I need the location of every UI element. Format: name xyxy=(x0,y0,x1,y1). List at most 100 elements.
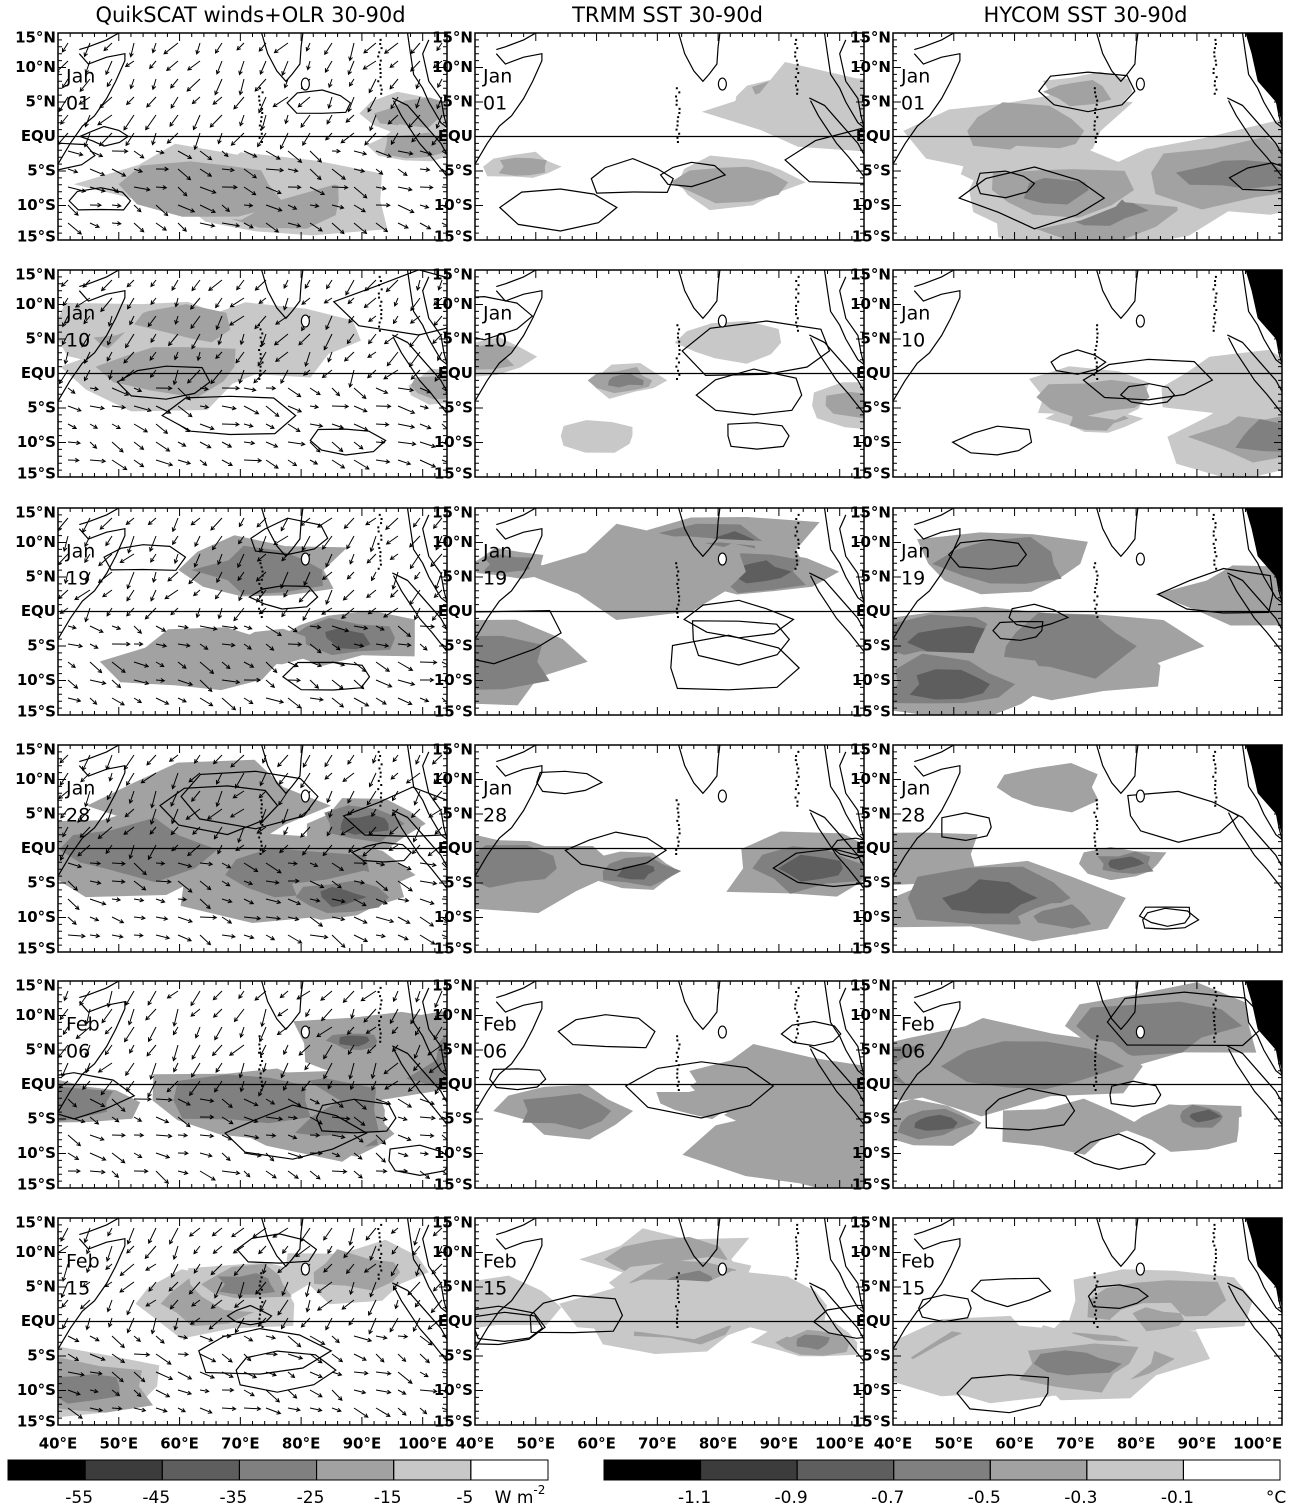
lat-label: 10°S xyxy=(852,1144,891,1162)
map-panel: Jan1915°N10°N5°NEQU5°S10°S15°S xyxy=(827,501,1296,720)
lat-label: EQU xyxy=(438,1075,473,1093)
lat-label: 5°N xyxy=(26,1278,57,1296)
lon-label: 80°E xyxy=(282,1435,321,1453)
lat-label: 10°N xyxy=(15,58,56,76)
lon-label: 60°E xyxy=(160,1435,199,1453)
colorbar-box xyxy=(894,1460,991,1480)
lat-label: 5°N xyxy=(443,1278,474,1296)
lat-label: 5°N xyxy=(443,330,474,348)
panel-month: Jan xyxy=(900,66,930,88)
colorbar-box xyxy=(394,1460,471,1480)
coastline xyxy=(914,1218,954,1235)
island xyxy=(301,78,309,90)
lat-label: 15°N xyxy=(850,266,891,284)
colorbar-label: -5 xyxy=(456,1488,473,1508)
contour-line xyxy=(728,423,789,449)
colorbar-label: -55 xyxy=(65,1488,93,1508)
lat-label: 15°N xyxy=(432,1214,473,1232)
coastline xyxy=(496,1218,536,1235)
contour-line xyxy=(287,90,350,113)
colorbar-label: -45 xyxy=(142,1488,170,1508)
contour-line xyxy=(310,429,385,455)
panel-month: Jan xyxy=(482,541,512,563)
lat-label: 10°S xyxy=(852,1381,891,1399)
lat-label: 10°S xyxy=(852,433,891,451)
lat-label: 5°S xyxy=(444,637,473,655)
lat-label: 5°N xyxy=(443,805,474,823)
lat-label: 5°S xyxy=(862,162,891,180)
island xyxy=(1136,553,1144,565)
panel-month: Jan xyxy=(900,303,930,325)
coastline xyxy=(1097,1218,1138,1266)
lon-label: 50°E xyxy=(934,1435,973,1453)
lat-label: 10°S xyxy=(434,908,473,926)
panel-month: Jan xyxy=(900,778,930,800)
lat-label: 5°N xyxy=(26,568,57,586)
lat-label: 10°S xyxy=(434,1144,473,1162)
island xyxy=(718,790,726,802)
lat-label: 5°S xyxy=(862,399,891,417)
lat-label: 10°S xyxy=(434,671,473,689)
shaded-region xyxy=(656,1086,736,1119)
lat-label: 10°S xyxy=(17,433,56,451)
map-panel: Jan2815°N10°N5°NEQU5°S10°S15°S xyxy=(15,738,467,957)
lat-label: 15°N xyxy=(15,977,56,995)
coastline xyxy=(1097,745,1138,793)
coastline xyxy=(1097,508,1138,556)
panel-day: 19 xyxy=(483,568,507,590)
lat-label: EQU xyxy=(856,839,891,857)
lat-label: 10°S xyxy=(17,196,56,214)
coastline xyxy=(79,270,119,287)
lat-label: 15°N xyxy=(432,741,473,759)
island xyxy=(1136,315,1144,327)
lat-label: 10°N xyxy=(850,58,891,76)
map-content xyxy=(843,738,1293,941)
lat-label: 15°S xyxy=(852,1413,891,1431)
panel-month: Jan xyxy=(65,778,95,800)
lon-label: 90°E xyxy=(1178,1435,1217,1453)
lon-label: 50°E xyxy=(99,1435,138,1453)
panel-month: Feb xyxy=(901,1014,935,1036)
panel-month: Jan xyxy=(65,303,95,325)
lat-label: 5°S xyxy=(444,874,473,892)
island xyxy=(718,315,726,327)
lon-label: 80°E xyxy=(1117,1435,1156,1453)
coastline xyxy=(79,981,119,998)
panel-month: Jan xyxy=(482,778,512,800)
panel-month: Feb xyxy=(483,1014,517,1036)
map-content xyxy=(20,26,468,235)
lat-label: 15°N xyxy=(432,977,473,995)
map-panel: Jan2815°N10°N5°NEQU5°S10°S15°S xyxy=(843,738,1293,957)
unit-text: W m xyxy=(495,1488,534,1508)
lat-label: EQU xyxy=(438,1312,473,1330)
lat-label: 5°N xyxy=(26,93,57,111)
contour-line xyxy=(693,621,790,665)
shaded-region xyxy=(561,420,633,453)
unit-exponent: -2 xyxy=(533,1483,545,1497)
lat-label: 10°N xyxy=(15,295,56,313)
lat-label: 15°N xyxy=(15,1214,56,1232)
coastline xyxy=(679,981,720,1029)
coastline xyxy=(496,33,536,50)
lon-label: 40°E xyxy=(456,1435,495,1453)
lat-label: 15°N xyxy=(15,266,56,284)
lat-label: 5°S xyxy=(862,1347,891,1365)
lat-label: 5°S xyxy=(27,162,56,180)
lat-label: 15°N xyxy=(432,29,473,47)
lat-label: 5°N xyxy=(861,568,892,586)
lat-label: 5°N xyxy=(26,1041,57,1059)
island xyxy=(1136,790,1144,802)
panel-day: 28 xyxy=(66,805,90,827)
lat-label: 10°S xyxy=(434,196,473,214)
lat-label: 10°N xyxy=(850,295,891,313)
coastline xyxy=(914,745,954,762)
colorbar-box xyxy=(604,1460,701,1480)
lat-label: 10°S xyxy=(434,433,473,451)
lat-label: 15°S xyxy=(434,940,473,958)
panel-month: Jan xyxy=(482,66,512,88)
lon-label: 50°E xyxy=(516,1435,555,1453)
panel-day: 01 xyxy=(483,93,507,115)
contour-line xyxy=(537,771,602,793)
map-content xyxy=(873,1211,1293,1413)
coastline xyxy=(679,270,720,318)
